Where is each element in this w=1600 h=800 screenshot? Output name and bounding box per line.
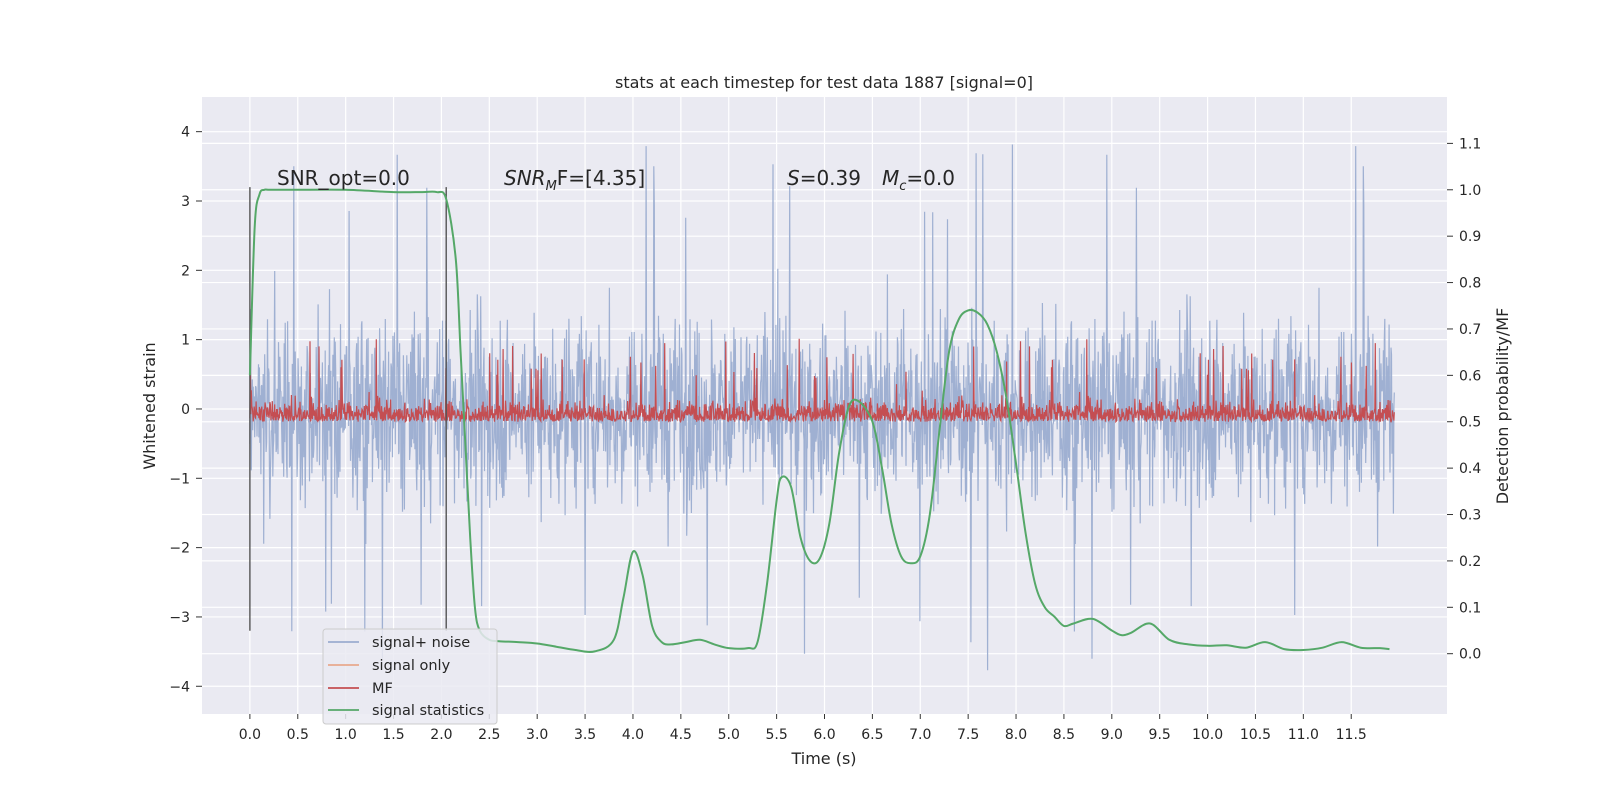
- legend-label-signal-noise: signal+ noise: [372, 635, 470, 651]
- y-tick-label: −4: [169, 679, 190, 695]
- x-tick-label: 5.5: [765, 727, 787, 743]
- series-signal-statistics: [248, 188, 1390, 654]
- y-tick-label: −1: [169, 471, 190, 487]
- mc-subscript: c: [899, 179, 906, 194]
- x-tick-label: 1.5: [382, 727, 404, 743]
- chart-title: stats at each timestep for test data 188…: [615, 73, 1033, 92]
- y2-tick-label: 0.8: [1459, 276, 1481, 292]
- mc-value: =0.0: [906, 166, 955, 190]
- x-tick-label: 10.5: [1240, 727, 1271, 743]
- s-value: =0.39: [800, 166, 861, 190]
- x-tick-label: 11.5: [1336, 727, 1367, 743]
- annotation-mc-value: Mc=0.0: [882, 166, 955, 194]
- line-mf: [249, 338, 1395, 424]
- x-tick-label: 4.5: [670, 727, 692, 743]
- snr-mf-prefix: SNR: [504, 166, 546, 190]
- y-tick-label: −2: [169, 541, 190, 557]
- legend-label-mf: MF: [372, 681, 393, 697]
- annotation-snr-opt: SNR_opt=0.0: [277, 166, 410, 190]
- snr-mf-rest: F=[4.35]: [557, 166, 645, 190]
- x-tick-label: 3.5: [574, 727, 596, 743]
- series-mf: [249, 338, 1395, 424]
- x-tick-label: 11.0: [1288, 727, 1319, 743]
- annotation-s-value: S=0.39: [787, 166, 861, 190]
- x-tick-label: 8.0: [1005, 727, 1027, 743]
- y2-tick-label: 0.1: [1459, 600, 1481, 616]
- y2-tick-label: 0.4: [1459, 461, 1481, 477]
- y-axis-label: Whitened strain: [140, 342, 159, 469]
- y-tick-label: 0: [181, 402, 190, 418]
- y2-tick-label: 0.7: [1459, 322, 1481, 338]
- x-tick-label: 4.0: [622, 727, 644, 743]
- x-tick-label: 0.0: [239, 727, 261, 743]
- y2-tick-label: 0.6: [1459, 368, 1481, 384]
- legend-label-signal-only: signal only: [372, 658, 451, 674]
- y-tick-label: −3: [169, 610, 190, 626]
- x-tick-label: 3.0: [526, 727, 548, 743]
- x-tick-label: 8.5: [1053, 727, 1075, 743]
- x-tick-label: 5.0: [718, 727, 740, 743]
- x-tick-label: 2.5: [478, 727, 500, 743]
- y2-tick-label: 0.5: [1459, 415, 1481, 431]
- y2-tick-label: 0.9: [1459, 229, 1481, 245]
- x-tick-label: 2.0: [430, 727, 452, 743]
- y-tick-label: 4: [181, 125, 190, 141]
- snr-mf-subscript: M: [546, 179, 557, 194]
- y2-tick-label: 0.2: [1459, 554, 1481, 570]
- y-tick-label: 1: [181, 333, 190, 349]
- legend: signal+ noise signal only MF signal stat…: [322, 628, 498, 725]
- y2-tick-label: 1.0: [1459, 183, 1481, 199]
- y-tick-labels: 4 3 2 1 0 −1 −2 −3 −4: [169, 125, 202, 695]
- y2-tick-label: 0.3: [1459, 508, 1481, 524]
- y-tick-label: 2: [181, 263, 190, 279]
- x-axis-label: Time (s): [790, 749, 856, 768]
- x-tick-label: 6.5: [861, 727, 883, 743]
- annotation-snr-mf: SNRMF=[4.35]: [504, 166, 645, 194]
- y2-tick-labels: 1.1 1.0 0.9 0.8 0.7 0.6 0.5 0.4 0.3 0.2 0.1 0.0: [1447, 136, 1481, 663]
- y2-tick-label: 1.1: [1459, 136, 1481, 152]
- x-tick-label: 7.5: [957, 727, 979, 743]
- mc-variable: M: [882, 166, 899, 190]
- x-tick-label: 9.5: [1149, 727, 1171, 743]
- x-tick-label: 6.0: [813, 727, 835, 743]
- x-tick-label: 0.5: [287, 727, 309, 743]
- legend-label-signal-statistics: signal statistics: [372, 703, 484, 719]
- x-tick-label: 10.0: [1192, 727, 1223, 743]
- vertical-markers: [249, 187, 447, 631]
- x-tick-labels: 0.0 0.5 1.0 1.5 2.0 2.5 3.0 3.5 4.0 4.5 5.0 5.5 6.0 6…: [239, 714, 1367, 743]
- legend-box: [322, 628, 498, 725]
- x-tick-label: 1.0: [335, 727, 357, 743]
- s-variable: S: [787, 166, 800, 190]
- y-tick-label: 3: [181, 194, 190, 210]
- y2-tick-label: 0.0: [1459, 647, 1481, 663]
- x-tick-label: 7.0: [909, 727, 931, 743]
- x-tick-label: 9.0: [1101, 727, 1123, 743]
- y2-axis-label: Detection probability/MF: [1493, 308, 1512, 505]
- line-signal-statistics: [248, 188, 1390, 654]
